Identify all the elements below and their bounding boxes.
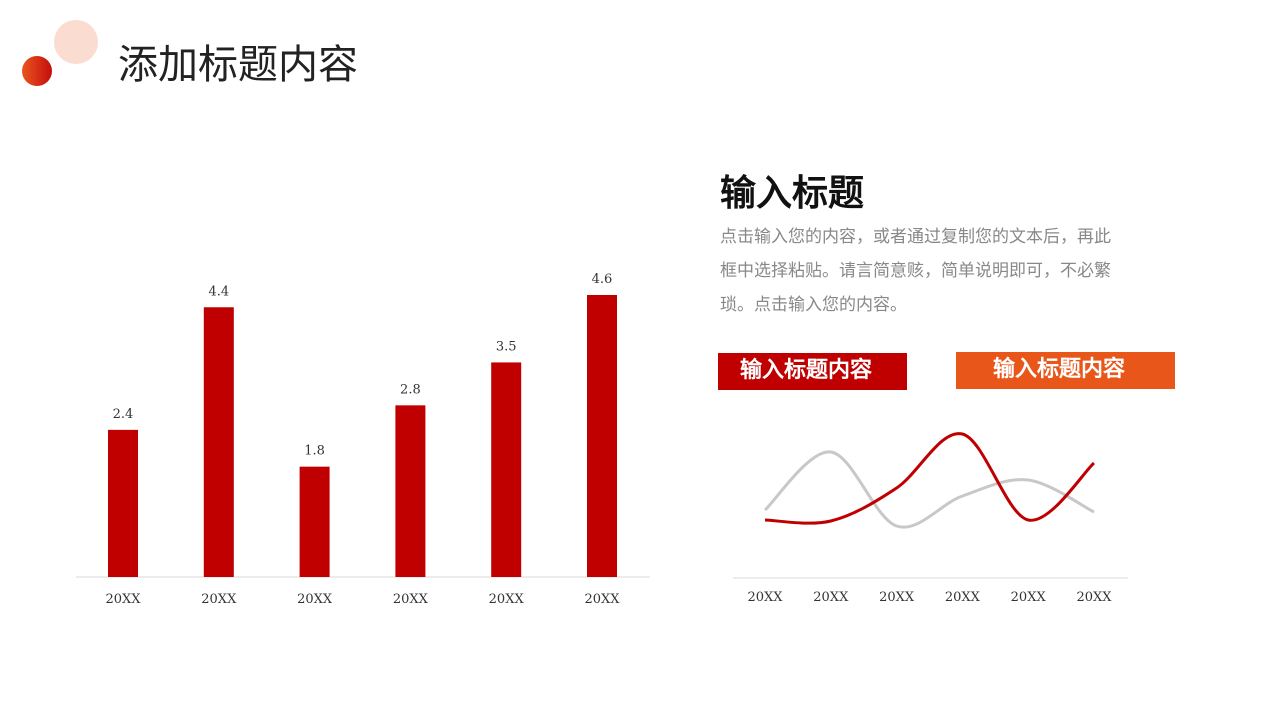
bar-data-label: 3.5	[496, 339, 517, 354]
tag-label-orange: 输入标题内容	[956, 352, 1175, 389]
bar-x-tick-label: 20XX	[105, 592, 141, 607]
line-x-tick-label: 20XX	[945, 590, 981, 605]
bar	[491, 362, 522, 577]
bar	[299, 466, 330, 577]
panel-description: 点击输入您的内容，或者通过复制您的文本后，再此框中选择粘贴。请言简意赅，简单说明…	[720, 227, 1111, 315]
bar	[395, 405, 426, 577]
bar-data-label: 2.8	[400, 382, 421, 397]
bar-x-tick-label: 20XX	[297, 592, 333, 607]
line-x-tick-label: 20XX	[813, 590, 849, 605]
decor-circle-light	[54, 20, 98, 64]
bar	[587, 295, 617, 577]
line-series-2	[763, 450, 1095, 529]
line-x-tick-label: 20XX	[1076, 590, 1112, 605]
line-x-tick-label: 20XX	[747, 590, 783, 605]
line-x-tick-label: 20XX	[1011, 590, 1047, 605]
page-title: 添加标题内容	[118, 42, 358, 88]
bar-x-tick-label: 20XX	[489, 592, 525, 607]
tag-label-red: 输入标题内容	[718, 353, 907, 390]
bar	[203, 307, 234, 577]
bar-x-tick-label: 20XX	[393, 592, 429, 607]
line-x-tick-label: 20XX	[879, 590, 915, 605]
bar-data-label: 4.6	[592, 272, 613, 287]
panel-title: 输入标题	[720, 173, 865, 214]
bar	[108, 429, 138, 577]
bar-data-label: 2.4	[113, 407, 134, 422]
bar-x-tick-label: 20XX	[201, 592, 237, 607]
bar-x-tick-label: 20XX	[584, 592, 620, 607]
bar-data-label: 1.8	[304, 444, 325, 459]
line-series-1	[764, 432, 1096, 525]
bar-data-label: 4.4	[208, 284, 229, 299]
decor-circle-red	[22, 56, 52, 86]
